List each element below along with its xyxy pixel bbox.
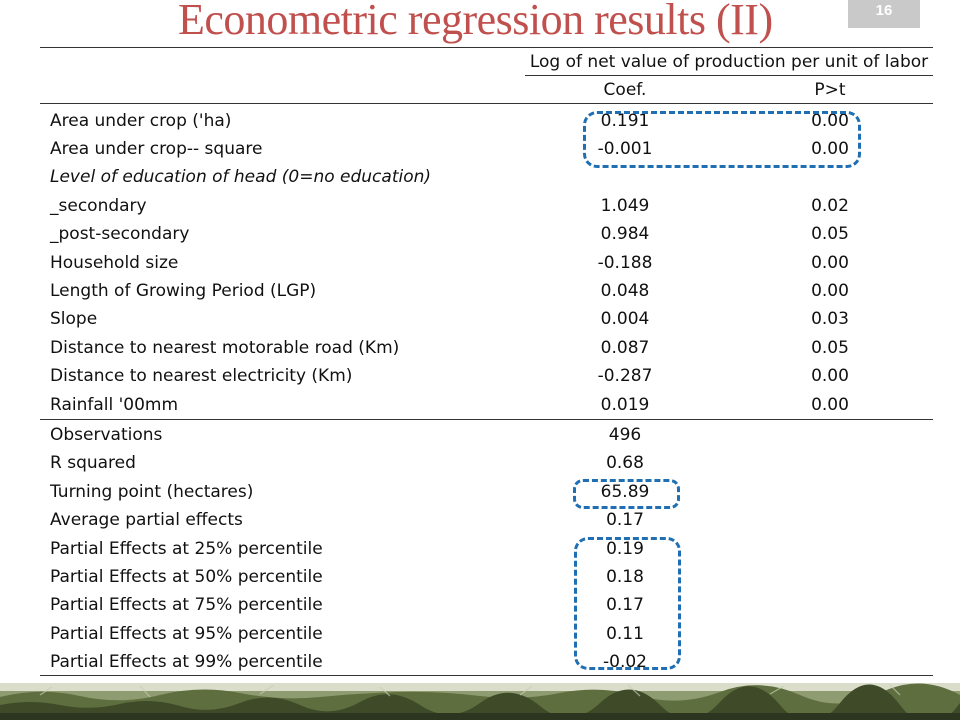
row-label: Area under crop-- square xyxy=(50,139,263,159)
p-value-column-header: P>t xyxy=(814,80,846,100)
row-group-label: Level of education of head (0=no educati… xyxy=(50,167,432,187)
area-coefficients-highlight xyxy=(583,111,861,168)
row-label: Household size xyxy=(50,253,179,273)
row-p-value: 0.02 xyxy=(811,196,849,216)
header-bottom-rule xyxy=(40,103,933,104)
row-p-value: 0.00 xyxy=(811,281,849,301)
row-coef: 0.048 xyxy=(600,281,650,301)
row-p-value: 0.05 xyxy=(811,224,849,244)
stat-label: R squared xyxy=(50,453,136,473)
stat-label: Partial Effects at 75% percentile xyxy=(50,595,323,615)
row-coef: 0.019 xyxy=(600,395,650,415)
stat-value: 65.89 xyxy=(600,482,650,502)
stat-label: Partial Effects at 25% percentile xyxy=(50,539,323,559)
stat-label: Partial Effects at 99% percentile xyxy=(50,652,323,672)
row-coef: 0.191 xyxy=(600,111,650,131)
stat-value: 0.17 xyxy=(606,595,644,615)
vegetation-footer-image xyxy=(0,683,960,720)
stats-divider-rule xyxy=(40,419,933,420)
header-underline xyxy=(525,75,933,76)
row-p-value: 0.00 xyxy=(811,111,849,131)
page-number-badge: 16 xyxy=(848,0,920,28)
row-p-value: 0.00 xyxy=(811,395,849,415)
partial-effects-highlight xyxy=(574,537,681,670)
row-p-value: 0.00 xyxy=(811,253,849,273)
row-coef: -0.287 xyxy=(597,366,653,386)
stat-value: 0.68 xyxy=(606,453,644,473)
stat-label: Partial Effects at 50% percentile xyxy=(50,567,323,587)
table-bottom-rule xyxy=(40,675,933,676)
row-label: Area under crop ('ha) xyxy=(50,111,232,131)
row-label: Length of Growing Period (LGP) xyxy=(50,281,317,301)
row-coef: 0.004 xyxy=(600,309,650,329)
row-label: _post-secondary xyxy=(50,224,190,244)
row-coef: 0.984 xyxy=(600,224,650,244)
row-label: Distance to nearest electricity (Km) xyxy=(50,366,353,386)
row-label: _secondary xyxy=(50,196,147,216)
stat-label: Average partial effects xyxy=(50,510,243,530)
turning-point-highlight xyxy=(573,479,680,509)
row-coef: 0.087 xyxy=(600,338,650,358)
row-p-value: 0.00 xyxy=(811,139,849,159)
coef-column-header: Coef. xyxy=(603,80,647,100)
table-top-rule xyxy=(40,47,933,48)
row-p-value: 0.00 xyxy=(811,366,849,386)
row-coef: 1.049 xyxy=(600,196,650,216)
stat-value: 0.18 xyxy=(606,567,644,587)
row-label: Slope xyxy=(50,309,98,329)
dependent-variable-header: Log of net value of production per unit … xyxy=(529,52,929,72)
stat-value: 0.11 xyxy=(606,624,644,644)
row-coef: -0.188 xyxy=(597,253,653,273)
stat-label: Turning point (hectares) xyxy=(50,482,254,502)
stat-value: 0.19 xyxy=(606,539,644,559)
stat-label: Observations xyxy=(50,425,163,445)
row-p-value: 0.03 xyxy=(811,309,849,329)
row-p-value: 0.05 xyxy=(811,338,849,358)
row-coef: -0.001 xyxy=(597,139,653,159)
stat-value: 496 xyxy=(608,425,642,445)
stat-label: Partial Effects at 95% percentile xyxy=(50,624,323,644)
slide-title: Econometric regression results (II) xyxy=(178,0,773,44)
stat-value: 0.17 xyxy=(606,510,644,530)
row-label: Distance to nearest motorable road (Km) xyxy=(50,338,400,358)
row-label: Rainfall '00mm xyxy=(50,395,179,415)
